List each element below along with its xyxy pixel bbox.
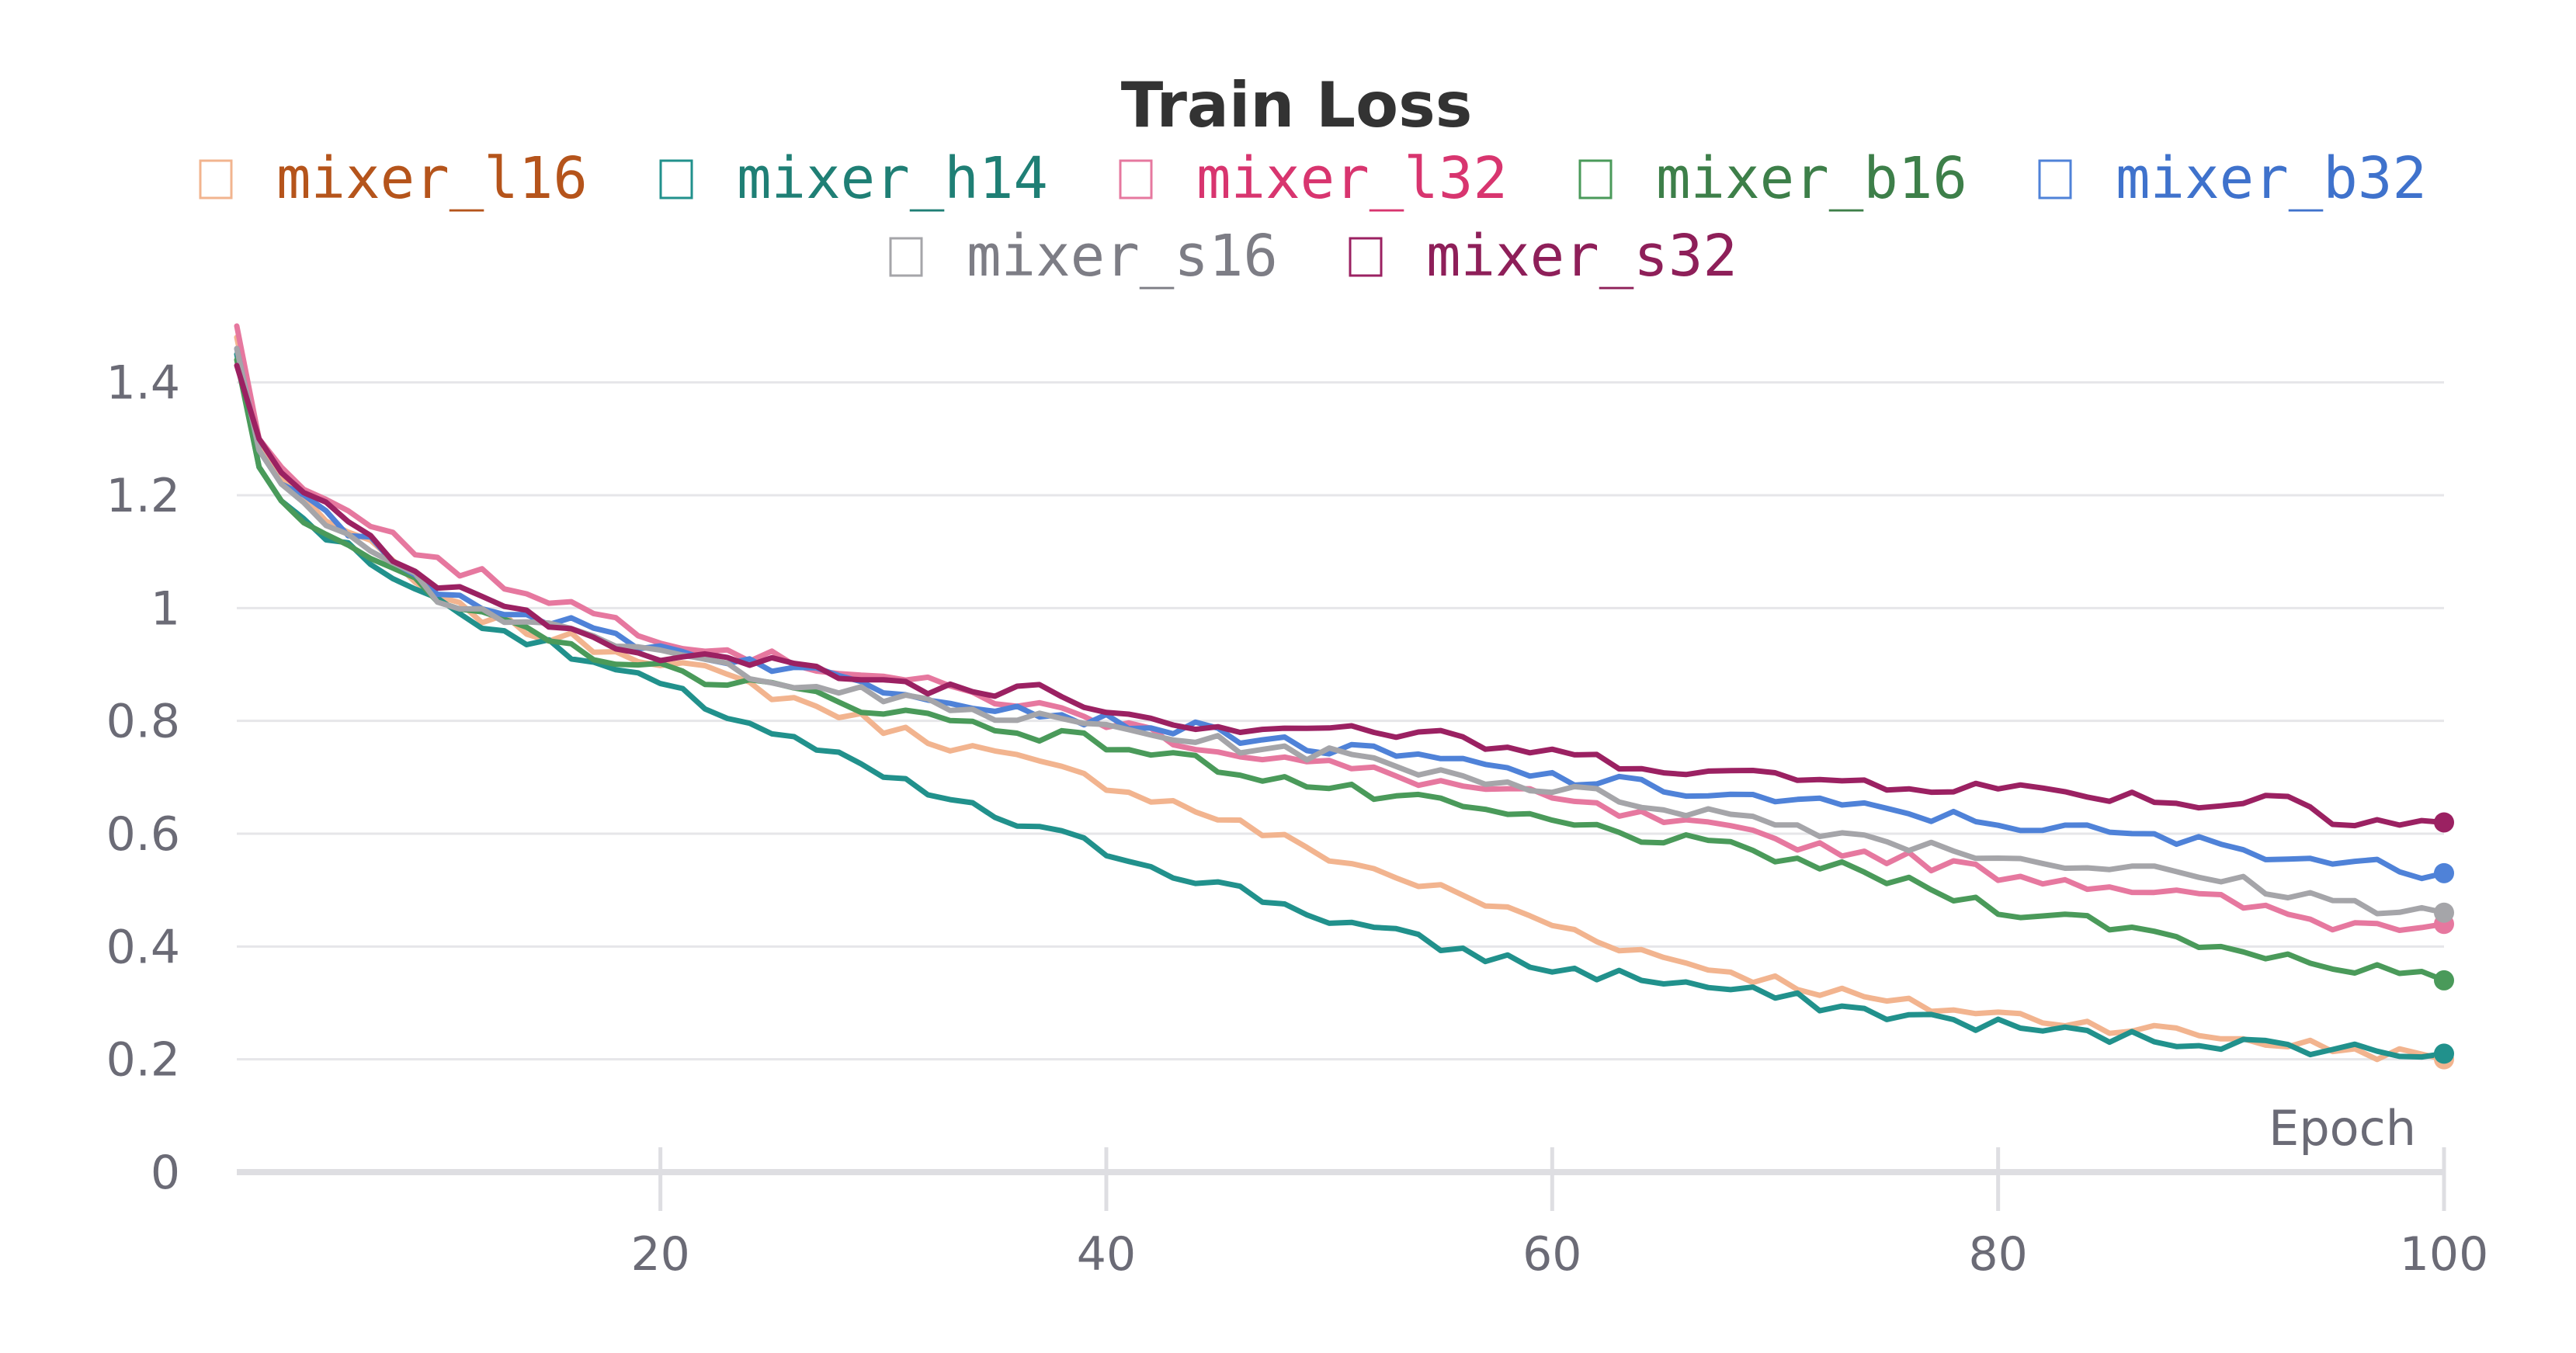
y-tick-label: 0.2 [106, 1033, 180, 1088]
legend-label: mixer_l32 [1196, 145, 1508, 212]
y-tick-label: 0.8 [106, 695, 180, 749]
y-axis-ticks: 0 0.2 0.4 0.6 0.8 1 1.2 1.4 [106, 356, 180, 1200]
y-tick-label: 1.4 [106, 356, 180, 411]
legend-label: mixer_s32 [1426, 223, 1738, 290]
series-line-mixer_h14 [234, 351, 2447, 1060]
legend-swatch [199, 159, 233, 199]
legend-swatch [889, 237, 923, 277]
series-line-mixer_s32 [234, 363, 2447, 829]
legend-item-mixer_l32[interactable]: mixer_l32 [1119, 145, 1508, 212]
y-tick-label: 1 [151, 581, 180, 636]
legend-swatch [659, 159, 693, 199]
y-tick-label: 0 [151, 1146, 180, 1200]
legend-swatch [1119, 159, 1153, 199]
x-tick-label: 100 [2400, 1227, 2489, 1282]
legend-item-mixer_h14[interactable]: mixer_h14 [659, 145, 1048, 212]
endpoint-mixer_b16 [2434, 970, 2454, 990]
legend-label: mixer_b32 [2116, 145, 2427, 212]
x-tick-label: 80 [1968, 1227, 2027, 1282]
series-endpoints [2434, 812, 2454, 1070]
legend-item-mixer_l16[interactable]: mixer_l16 [199, 145, 588, 212]
x-axis-label: Epoch [2269, 1100, 2416, 1157]
endpoint-mixer_b32 [2434, 862, 2454, 883]
x-tick-label: 20 [630, 1227, 689, 1282]
x-tick-label: 60 [1522, 1227, 1581, 1282]
endpoint-mixer_s16 [2434, 902, 2454, 923]
legend-item-mixer_b32[interactable]: mixer_b32 [2038, 145, 2427, 212]
legend-label: mixer_h14 [737, 145, 1048, 212]
endpoint-mixer_h14 [2434, 1043, 2454, 1064]
legend-label: mixer_b16 [1656, 145, 1967, 212]
series-line-mixer_b16 [234, 357, 2447, 984]
x-axis: 20 40 60 80 100 [237, 1147, 2488, 1282]
legend-item-mixer_s32[interactable]: mixer_s32 [1349, 223, 1738, 290]
legend-label: mixer_s16 [967, 223, 1278, 290]
legend-swatch [1578, 159, 1613, 199]
legend: mixer_l16 mixer_h14 mixer_l32 mixer_b16 mixe… [199, 145, 2427, 290]
legend-label: mixer_l16 [276, 145, 588, 212]
legend-item-mixer_b16[interactable]: mixer_b16 [1578, 145, 1967, 212]
y-tick-label: 0.4 [106, 920, 180, 974]
legend-swatch [1349, 237, 1383, 277]
x-tick-label: 40 [1077, 1227, 1136, 1282]
legend-item-mixer_s16[interactable]: mixer_s16 [889, 223, 1278, 290]
y-tick-label: 0.6 [106, 807, 180, 862]
series-lines [234, 323, 2447, 1063]
chart-title: Train Loss [1121, 69, 1473, 141]
endpoint-mixer_s32 [2434, 812, 2454, 833]
legend-swatch [2038, 159, 2072, 199]
series-line-mixer_l32 [234, 323, 2447, 933]
grid-lines [237, 381, 2444, 1061]
y-tick-label: 1.2 [106, 469, 180, 523]
series-line-mixer_l16 [234, 335, 2447, 1063]
